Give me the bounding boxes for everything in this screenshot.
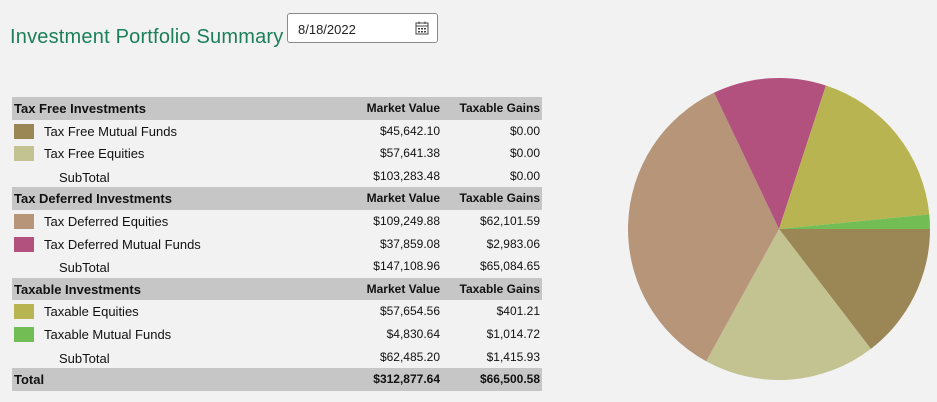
total-row: Total $312,877.64 $66,500.58 <box>12 368 542 391</box>
taxable-gains-header: Taxable Gains <box>459 281 540 296</box>
table-row: Taxable Mutual Funds $4,830.64 $1,014.72 <box>12 323 542 346</box>
pie-slice-4 <box>779 85 930 229</box>
section-header: Taxable Investments Market Value Taxable… <box>12 277 542 301</box>
color-swatch <box>14 236 34 252</box>
pie-slice-0 <box>779 229 930 349</box>
pie-slice-2 <box>628 92 779 362</box>
subtotal-row: SubTotal $103,283.48 $0.00 <box>12 165 542 188</box>
pie-slice-5 <box>779 214 930 229</box>
market-value-header: Market Value <box>366 281 440 296</box>
section-header: Tax Free Investments Market Value Taxabl… <box>12 97 542 120</box>
market-value: $4,830.64 <box>386 326 440 341</box>
taxable-gains: $0.00 <box>509 146 540 161</box>
item-label: Tax Free Mutual Funds <box>44 123 177 139</box>
pie-slice-3 <box>714 78 826 230</box>
taxable-gains-header: Taxable Gains <box>459 101 540 115</box>
subtotal-label: SubTotal <box>59 350 110 366</box>
color-swatch <box>14 213 34 229</box>
color-swatch <box>14 304 34 320</box>
date-picker[interactable]: 8/18/2022 <box>287 13 438 43</box>
market-value: $57,641.38 <box>379 146 440 161</box>
item-label: Taxable Mutual Funds <box>44 326 172 342</box>
subtotal-taxable-gains: $65,084.65 <box>479 259 540 274</box>
page-title: Investment Portfolio Summary <box>10 26 284 48</box>
market-value: $57,654.56 <box>379 304 440 319</box>
color-swatch <box>14 146 34 162</box>
taxable-gains: $401.21 <box>496 304 540 319</box>
taxable-gains: $2,983.06 <box>486 236 540 251</box>
taxable-gains: $0.00 <box>509 123 540 138</box>
taxable-gains: $1,014.72 <box>486 326 540 341</box>
subtotal-market-value: $103,283.48 <box>373 168 440 183</box>
market-value: $37,859.08 <box>379 236 440 251</box>
section-title: Tax Free Investments <box>14 101 146 116</box>
item-label: Tax Deferred Mutual Funds <box>44 236 201 252</box>
subtotal-label: SubTotal <box>59 169 110 185</box>
table-row: Tax Deferred Equities $109,249.88 $62,10… <box>12 210 542 233</box>
taxable-gains-header: Taxable Gains <box>459 191 540 206</box>
total-label: Total <box>14 372 45 388</box>
total-market-value: $312,877.64 <box>373 372 440 387</box>
market-value: $45,642.10 <box>379 123 440 138</box>
calendar-icon[interactable] <box>415 21 429 35</box>
subtotal-row: SubTotal $62,485.20 $1,415.93 <box>12 346 542 369</box>
section-title: Taxable Investments <box>14 281 141 297</box>
color-swatch <box>14 123 34 139</box>
subtotal-taxable-gains: $0.00 <box>509 168 540 183</box>
market-value-header: Market Value <box>366 101 440 115</box>
market-value-header: Market Value <box>366 191 440 206</box>
date-value: 8/18/2022 <box>298 22 356 37</box>
subtotal-market-value: $147,108.96 <box>373 259 440 274</box>
table-row: Taxable Equities $57,654.56 $401.21 <box>12 300 542 323</box>
market-value: $109,249.88 <box>373 213 440 228</box>
subtotal-row: SubTotal $147,108.96 $65,084.65 <box>12 255 542 278</box>
item-label: Taxable Equities <box>44 304 139 320</box>
item-label: Tax Free Equities <box>44 146 145 162</box>
table-row: Tax Free Mutual Funds $45,642.10 $0.00 <box>12 120 542 143</box>
section-title: Tax Deferred Investments <box>14 191 172 207</box>
color-swatch <box>14 326 34 342</box>
total-taxable-gains: $66,500.58 <box>479 372 540 387</box>
table-row: Tax Free Equities $57,641.38 $0.00 <box>12 142 542 165</box>
item-label: Tax Deferred Equities <box>44 213 169 229</box>
table-row: Tax Deferred Mutual Funds $37,859.08 $2,… <box>12 233 542 256</box>
portfolio-table: Tax Free Investments Market Value Taxabl… <box>12 97 542 391</box>
subtotal-label: SubTotal <box>59 260 110 276</box>
subtotal-taxable-gains: $1,415.93 <box>486 349 540 364</box>
portfolio-pie-chart <box>628 78 930 380</box>
pie-slice-1 <box>706 229 871 380</box>
subtotal-market-value: $62,485.20 <box>379 349 440 364</box>
taxable-gains: $62,101.59 <box>479 213 540 228</box>
section-header: Tax Deferred Investments Market Value Ta… <box>12 187 542 210</box>
